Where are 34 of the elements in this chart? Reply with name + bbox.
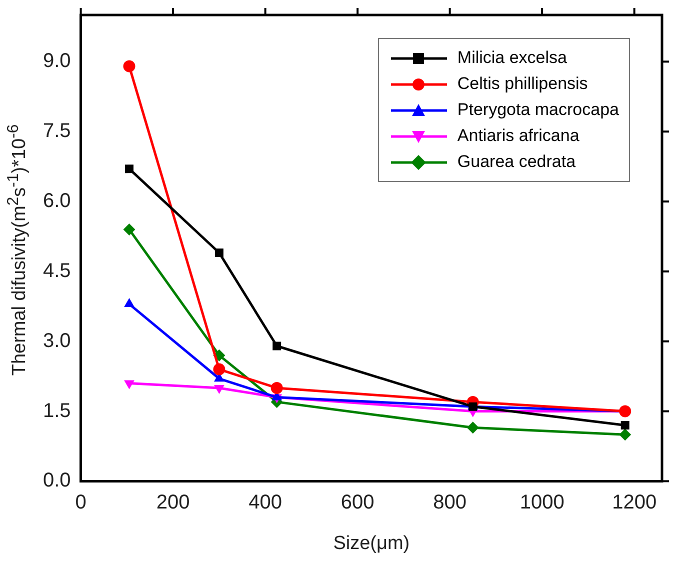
point — [124, 164, 134, 174]
x-tick-label: 400 — [248, 492, 282, 514]
point — [124, 380, 134, 390]
legend-label: Celtis phillipensis — [457, 74, 588, 94]
y-tick-label: 9.0 — [42, 50, 71, 72]
point — [619, 405, 632, 418]
point — [123, 60, 136, 72]
x-tick-label: 1000 — [520, 492, 564, 514]
x-tick-label: 0 — [75, 492, 86, 514]
x-tick-label: 800 — [433, 492, 467, 514]
legend-label: Pterygota macrocapa — [457, 100, 619, 120]
x-tick-label: 600 — [340, 492, 374, 514]
point — [620, 421, 630, 430]
x-tick-label: 200 — [156, 492, 190, 514]
point — [272, 342, 282, 350]
y-tick-label: 6.0 — [42, 190, 71, 212]
point — [619, 428, 632, 441]
y-tick-label: 0.0 — [42, 470, 71, 492]
legend-label: Guarea cedrata — [457, 152, 576, 172]
point — [123, 223, 136, 236]
point — [466, 422, 479, 434]
legend-label: Milicia excelsa — [457, 48, 567, 68]
point — [213, 363, 226, 376]
y-tick-label: 7.5 — [42, 120, 71, 142]
point — [270, 382, 283, 394]
x-tick-label: 1200 — [612, 492, 657, 514]
legend-label: Antiaris africana — [457, 126, 580, 146]
y-tick-label: 3.0 — [42, 330, 71, 352]
y-tick-label: 1.5 — [42, 400, 71, 422]
y-tick-label: 4.5 — [42, 260, 71, 282]
x-axis-title: Size(μm) — [333, 532, 410, 554]
point — [214, 248, 224, 258]
point — [214, 384, 224, 394]
point — [124, 298, 134, 308]
